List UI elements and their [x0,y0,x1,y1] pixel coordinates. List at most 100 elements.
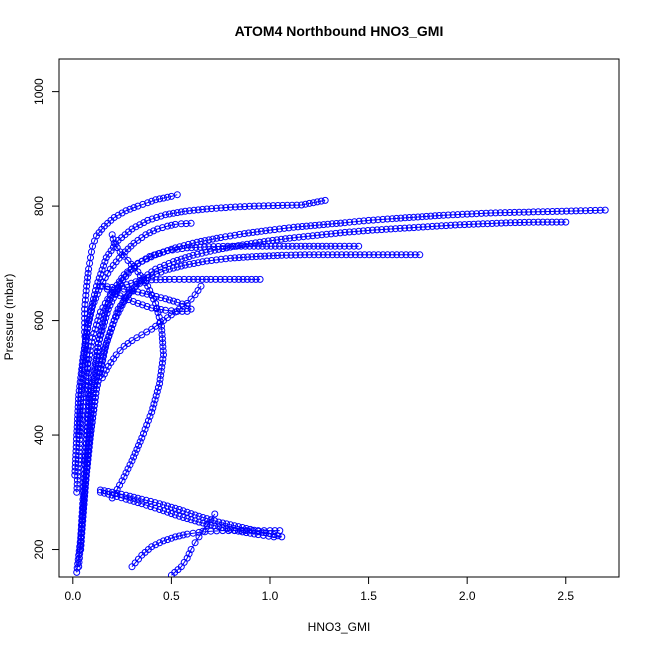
data-point [136,221,144,229]
data-point [146,412,154,420]
data-point [76,550,84,558]
data-point [199,527,207,535]
data-point [80,349,88,356]
data-point [104,490,112,498]
data-point [290,234,298,242]
data-point [582,207,589,215]
data-point [81,301,89,308]
data-point [529,208,537,216]
data-point [153,388,161,396]
data-point [80,344,88,352]
data-point [97,331,105,339]
data-point [511,208,518,216]
data-point [86,403,93,411]
data-point [90,371,98,379]
data-point [91,359,99,367]
data-point [217,234,225,242]
data-point [100,487,108,495]
data-point [350,242,358,250]
data-point [92,355,100,363]
data-point [195,512,203,520]
data-point [77,546,85,553]
data-point [180,275,188,283]
data-point [113,489,121,497]
data-point [152,265,160,273]
data-point [87,387,95,395]
data-point [100,262,107,270]
data-point [507,219,514,227]
data-point [108,288,116,296]
data-point [254,242,262,250]
data-point [298,223,306,230]
data-point [98,266,106,274]
data-point [278,533,286,541]
data-point [118,477,126,485]
data-point [83,278,91,286]
data-point [75,419,83,427]
x-tick-label: 2.0 [459,589,476,603]
data-point [246,202,253,210]
data-point [315,251,323,259]
data-point [250,242,258,250]
data-point [72,451,80,459]
data-point [177,262,185,270]
data-point [165,296,173,304]
data-point [292,251,300,259]
data-point [164,247,171,255]
data-point [169,209,177,217]
data-point [108,283,116,291]
data-point [75,391,83,399]
data-point [144,282,152,290]
data-point [82,476,90,484]
y-tick-label: 600 [32,310,46,330]
data-point [133,445,141,453]
data-point [81,340,89,348]
data-point [75,558,83,566]
data-point [271,527,279,535]
data-point [190,260,198,267]
y-tick-label: 200 [32,539,46,559]
data-point [235,275,243,283]
data-point [211,510,219,518]
data-point [82,440,90,447]
data-point [212,256,220,264]
data-point [270,531,278,539]
data-point [86,351,94,359]
data-point [285,224,293,232]
data-point [73,488,81,496]
data-point [81,492,89,500]
data-point [81,460,89,468]
data-point [511,219,519,227]
data-point [173,298,181,306]
data-point [313,231,321,239]
data-point [79,513,87,521]
data-point [74,411,82,419]
data-point [208,205,216,213]
data-point [148,215,156,223]
data-point [410,224,418,232]
data-point [81,296,89,304]
data-point [345,242,353,250]
data-point [110,317,118,325]
data-point [562,218,570,226]
data-point [76,415,84,423]
data-point [262,529,270,537]
data-point [496,209,504,217]
data-point [98,282,106,290]
data-point [356,251,364,259]
data-point [231,231,239,239]
data-point [71,459,79,467]
data-point [126,492,134,500]
data-point [73,419,81,427]
data-point [83,467,91,475]
data-point [534,218,542,226]
y-tick-label: 800 [32,196,46,216]
data-point [146,253,154,260]
data-point [221,233,229,241]
data-point [93,321,100,329]
data-point [101,318,109,326]
x-tick-label: 1.0 [262,589,279,603]
data-point [539,218,547,226]
data-point [152,276,160,284]
data-point [410,213,418,221]
